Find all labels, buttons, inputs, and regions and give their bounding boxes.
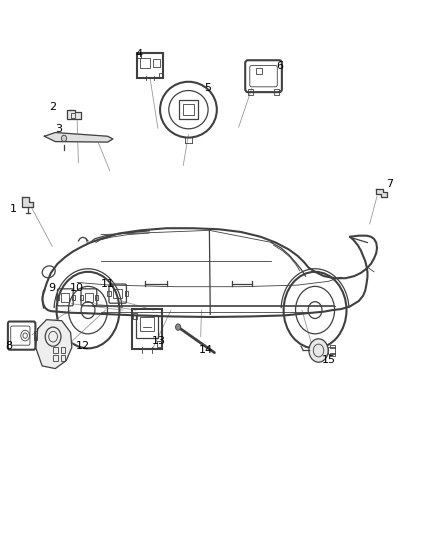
Bar (152, 59, 160, 67)
Text: 14: 14 (199, 345, 213, 356)
Bar (137, 53, 163, 78)
Bar (133, 313, 137, 319)
Polygon shape (35, 320, 72, 368)
Bar (248, 90, 253, 95)
Bar (72, 295, 75, 300)
Bar (56, 295, 59, 300)
Text: 7: 7 (387, 179, 394, 189)
Text: 13: 13 (152, 336, 166, 346)
Bar (138, 54, 141, 58)
Circle shape (61, 135, 67, 142)
Bar (183, 104, 194, 115)
Bar (274, 90, 279, 95)
Bar (256, 68, 262, 74)
Bar (80, 295, 82, 300)
Text: 6: 6 (277, 61, 284, 70)
Bar (71, 114, 75, 118)
Bar (157, 342, 161, 347)
Polygon shape (44, 133, 113, 142)
Text: 5: 5 (205, 83, 212, 93)
Text: 2: 2 (49, 102, 56, 112)
Bar (95, 295, 98, 300)
Text: 4: 4 (135, 49, 142, 59)
Text: 8: 8 (5, 341, 12, 351)
Circle shape (309, 339, 328, 362)
Text: 3: 3 (55, 124, 62, 134)
Bar (140, 58, 150, 68)
Bar (125, 291, 128, 296)
Bar (136, 316, 158, 338)
Text: 12: 12 (76, 341, 90, 351)
Bar (330, 353, 335, 357)
Bar (113, 289, 122, 298)
Bar (179, 100, 198, 119)
Text: 10: 10 (70, 283, 84, 293)
Text: 9: 9 (49, 283, 56, 293)
Bar (34, 331, 37, 341)
Bar (107, 291, 110, 296)
Bar (141, 317, 153, 330)
Polygon shape (67, 110, 81, 119)
Bar (159, 73, 162, 77)
Bar (61, 348, 65, 353)
Text: 11: 11 (101, 279, 115, 288)
Bar (328, 348, 335, 354)
Bar (330, 345, 335, 348)
Text: 15: 15 (322, 355, 336, 365)
Circle shape (176, 324, 181, 330)
Bar (61, 293, 69, 302)
Bar (61, 356, 65, 361)
Bar (53, 348, 58, 353)
Bar (53, 356, 58, 361)
Bar (85, 293, 93, 302)
Bar (132, 309, 162, 349)
Polygon shape (376, 189, 387, 197)
Text: 1: 1 (10, 204, 16, 214)
Polygon shape (22, 197, 33, 207)
